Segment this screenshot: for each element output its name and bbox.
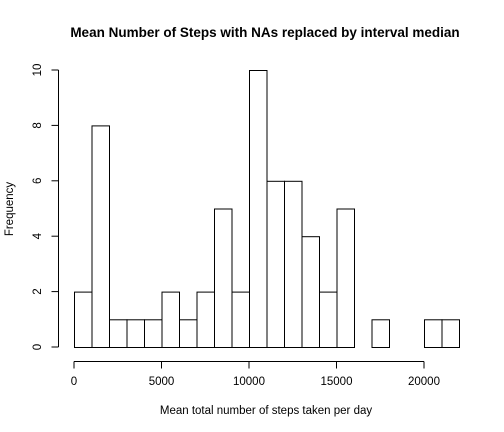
x-tick-label: 5000	[149, 376, 175, 388]
chart-title: Mean Number of Steps with NAs replaced b…	[70, 25, 459, 40]
histogram-bar	[109, 319, 128, 348]
histogram-bar	[249, 70, 268, 348]
histogram-bar	[144, 319, 163, 348]
histogram-bar	[301, 236, 320, 348]
y-tick-label: 8	[32, 122, 44, 128]
y-tick-label: 6	[32, 178, 44, 184]
y-axis-label: Frequency	[4, 182, 16, 237]
bars-group	[74, 70, 460, 349]
histogram-bar	[424, 319, 443, 348]
histogram-bar	[284, 180, 303, 348]
histogram-bar	[91, 125, 110, 349]
histogram-bar	[179, 319, 198, 348]
x-axis-label: Mean total number of steps taken per day	[160, 405, 372, 417]
y-tick-label: 4	[32, 232, 44, 239]
histogram-bar	[196, 291, 215, 349]
x-axis: 0 5000 10000 15000 20000	[71, 361, 440, 388]
histogram-bar	[336, 208, 355, 348]
x-tick-label: 0	[71, 376, 77, 388]
histogram-bar	[74, 291, 93, 349]
y-tick-label: 0	[32, 344, 44, 350]
x-tick-label: 20000	[408, 376, 440, 388]
histogram-bar	[231, 291, 250, 349]
histogram-bar	[161, 291, 180, 349]
y-tick-label: 10	[32, 64, 44, 77]
histogram-bar	[266, 180, 285, 348]
histogram-bar	[371, 319, 390, 348]
histogram-bar	[319, 291, 338, 349]
y-axis: 0 2 4 6 8 10	[32, 64, 59, 350]
histogram-bar	[126, 319, 145, 348]
histogram-bar	[441, 319, 460, 348]
y-tick-label: 2	[32, 288, 44, 294]
x-tick-label: 15000	[321, 376, 353, 388]
histogram-bar	[214, 208, 233, 348]
x-tick-label: 10000	[233, 376, 265, 388]
